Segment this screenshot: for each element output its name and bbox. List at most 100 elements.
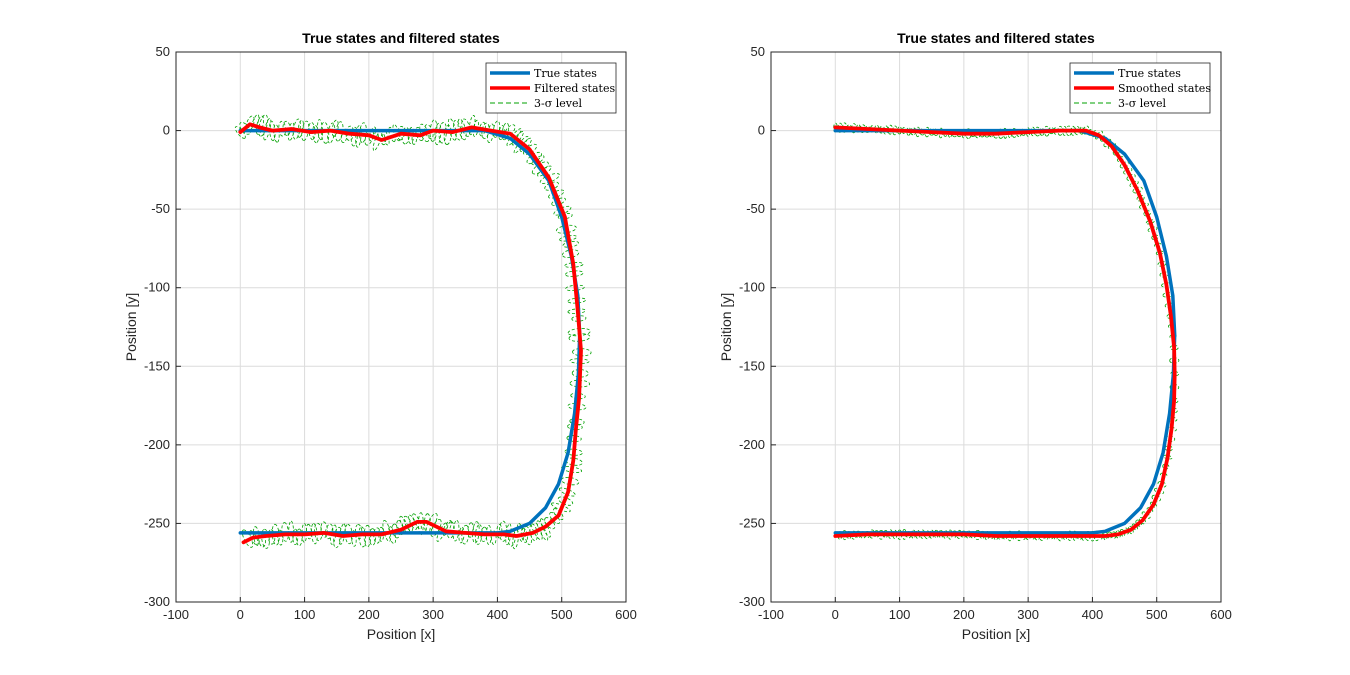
x-tick-label: 500 (1146, 607, 1168, 622)
sigma-ellipse (333, 526, 342, 549)
legend: True states Smoothed states 3-σ level (1069, 62, 1211, 114)
ticks: -100 0 100 200 300 400 500 600500-50-100-150-20… (739, 44, 1232, 622)
x-tick-label: 200 (953, 607, 975, 622)
sigma-ellipse (491, 530, 497, 545)
sigma-ellipse (988, 129, 995, 138)
sigma-ellipse (1128, 525, 1134, 535)
sigma-ellipse (295, 528, 303, 547)
sigma-ellipse (480, 526, 488, 542)
sigma-ellipse (933, 529, 939, 539)
sigma-ellipse (1074, 126, 1081, 136)
y-tick-label: 50 (156, 44, 170, 59)
sigma-ellipse (965, 530, 972, 539)
y-tick-label: -100 (739, 280, 765, 295)
sigma-ellipse (331, 119, 339, 137)
legend-entry-true-states: True states (1118, 67, 1181, 80)
plot-frame (175, 51, 627, 603)
sigma-ellipse (915, 530, 921, 539)
sigma-ellipse (974, 129, 981, 139)
y-tick-label: 0 (758, 123, 765, 138)
sigma-ellipse (377, 128, 386, 146)
sigma-ellipse (1139, 516, 1146, 525)
sigma-ellipse (924, 530, 930, 540)
y-tick-label: -250 (144, 515, 170, 530)
sigma-ellipse (501, 122, 510, 141)
sigma-ellipse (536, 520, 549, 541)
sigma-ellipse (1015, 129, 1022, 137)
x-tick-label: 500 (551, 607, 573, 622)
sigma-ellipse (1039, 127, 1045, 136)
sigma-ellipse (391, 523, 400, 539)
sigma-ellipse (544, 517, 556, 530)
sigma-ellipse (368, 528, 377, 546)
sigma-ellipse (562, 249, 580, 259)
x-axis-label: Position [x] (962, 626, 1030, 642)
x-tick-label: -100 (163, 607, 189, 622)
y-axis-label: Position [y] (123, 293, 139, 361)
sigma-ellipse (297, 119, 304, 138)
sigma-ellipse (325, 523, 334, 540)
sigma-ellipse (320, 521, 328, 538)
sigma-ellipse (564, 262, 584, 268)
sigma-ellipse (234, 126, 246, 139)
sigma-ellipse (308, 121, 316, 141)
sigma-ellipse (517, 523, 524, 542)
sigma-ellipse (520, 527, 528, 543)
ticks: -100 0 100 200 300 400 500 600500-50-100-150-20… (144, 44, 637, 622)
x-tick-label: 300 (422, 607, 444, 622)
sigma-ellipse (567, 403, 587, 411)
sigma-ellipse (355, 125, 362, 148)
plot-frame (770, 51, 1222, 603)
x-tick-label: 0 (832, 607, 839, 622)
x-tick-label: 0 (237, 607, 244, 622)
sigma-ellipse (864, 125, 871, 133)
sigma-ellipse (911, 529, 916, 539)
sigma-ellipse (382, 519, 392, 542)
x-tick-label: 200 (358, 607, 380, 622)
y-tick-label: 0 (163, 123, 170, 138)
sigma-ellipse (1106, 531, 1113, 539)
x-tick-label: 400 (487, 607, 509, 622)
sigma-ellipse (961, 128, 966, 139)
sigma-ellipse (277, 529, 284, 546)
sigma-ellipse (551, 197, 566, 206)
smoothed-states-line (833, 125, 1177, 538)
sigma-ellipse (258, 114, 268, 137)
sigma-ellipse (549, 512, 561, 524)
series-lines (833, 125, 1177, 538)
sigma-ellipse (1007, 128, 1012, 139)
sigma-ellipse (570, 392, 586, 400)
sigma-ellipse (565, 270, 584, 277)
sigma-ellipse (960, 530, 967, 538)
sigma-ellipse (301, 523, 307, 543)
sigma-ellipse (388, 526, 397, 544)
x-tick-label: 600 (1210, 607, 1232, 622)
y-tick-label: -100 (144, 280, 170, 295)
sigma-ellipse (558, 487, 576, 497)
sigma-ellipse (415, 127, 424, 141)
sigma-ellipse (943, 530, 949, 539)
sigma-ellipse (358, 526, 366, 548)
chart-left: -100 0 100 200 300 400 500 600500-50-100-150-20… (123, 30, 637, 642)
chart-title: True states and filtered states (897, 30, 1095, 46)
sigma-ellipse (467, 522, 474, 538)
sigma-ellipse (883, 529, 888, 539)
sigma-ellipse (1136, 195, 1145, 202)
sigma-ellipse (1145, 219, 1155, 225)
sigma-ellipse (458, 526, 465, 544)
sigma-ellipse (368, 126, 377, 141)
sigma-ellipse (314, 522, 323, 542)
sigma-ellipse (350, 126, 358, 147)
legend-entry-true-states: True states (534, 67, 597, 80)
sigma-ellipse (919, 128, 926, 136)
sigma-ellipse (442, 520, 452, 536)
plot-area (771, 52, 1221, 602)
legend-entry-sigma-level: 3-σ level (534, 97, 582, 110)
sigma-ellipse (938, 530, 944, 539)
chart-title: True states and filtered states (302, 30, 500, 46)
sigma-ellipse (897, 126, 902, 135)
sigma-ellipse (1115, 530, 1121, 539)
sigma-ellipse (261, 528, 270, 549)
sigma-ellipse (928, 128, 935, 136)
